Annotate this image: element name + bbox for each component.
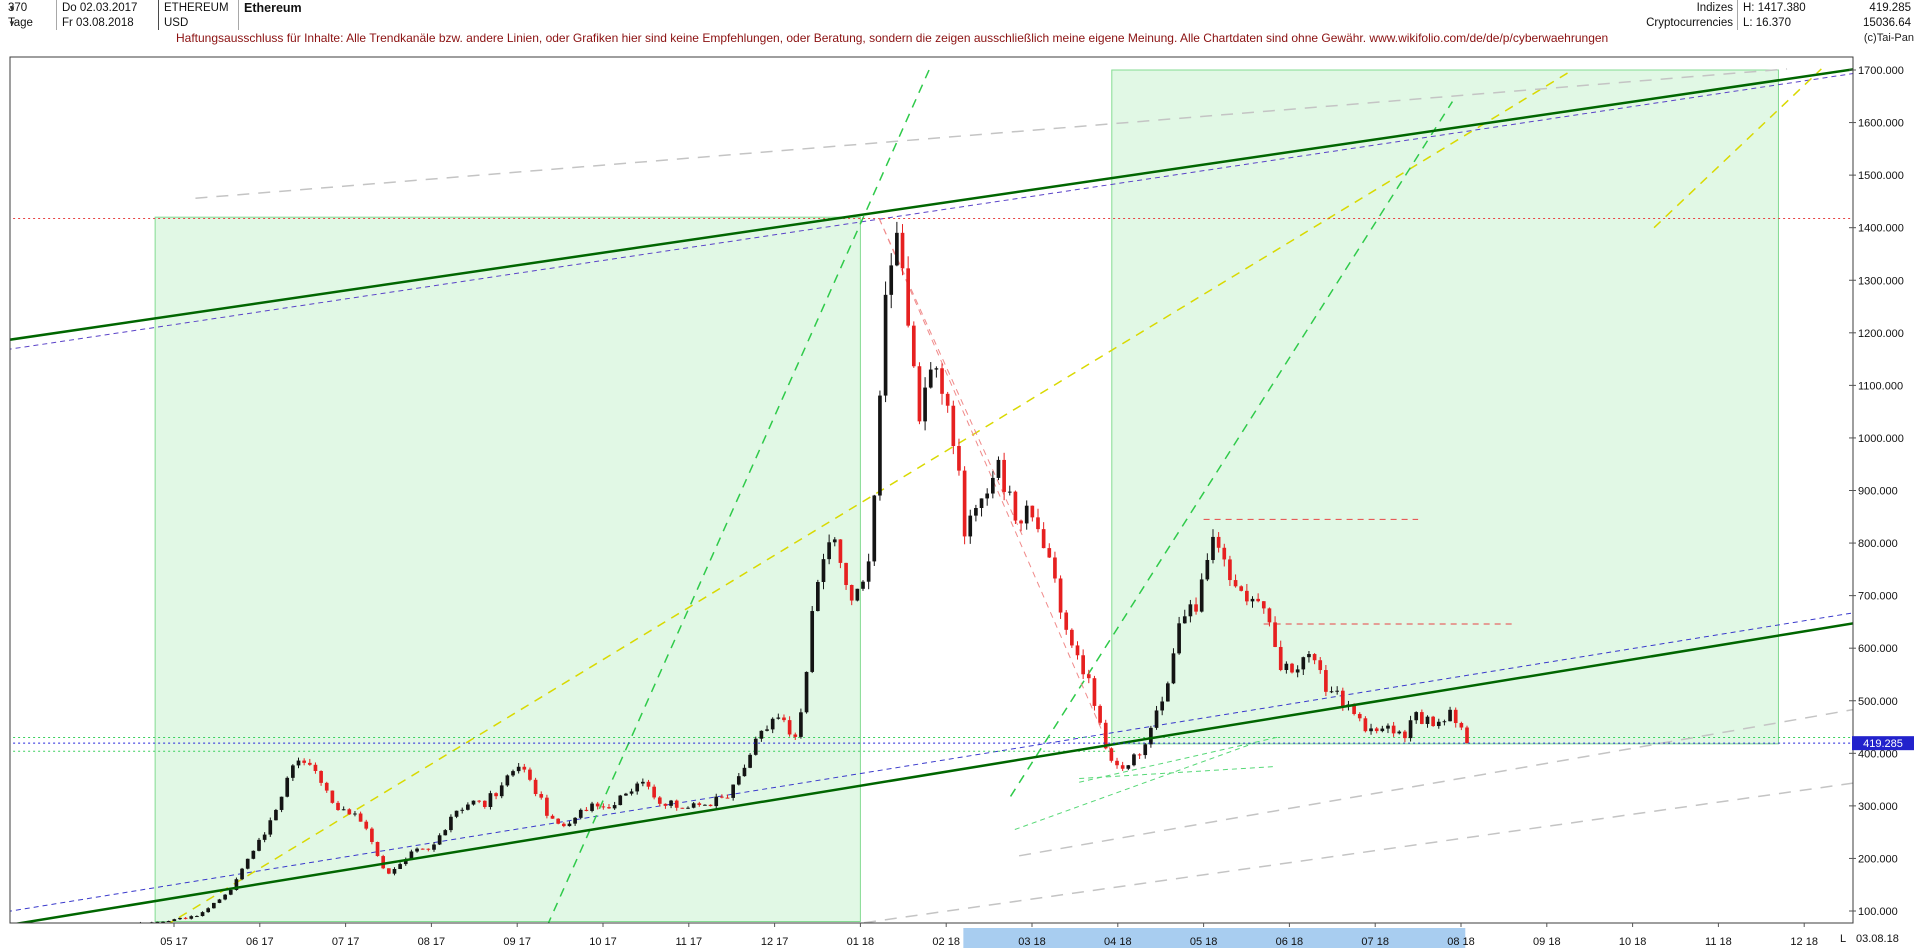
x-axis-label: 07 18 bbox=[1361, 936, 1389, 948]
green-fan-line-2 bbox=[1079, 736, 1281, 783]
y-axis-label: 1400.000 bbox=[1858, 223, 1904, 235]
trend-channel-upper bbox=[10, 68, 1853, 341]
header-separator bbox=[238, 0, 239, 30]
y-axis-label: 300.000 bbox=[1858, 801, 1898, 813]
x-axis-label: 06 17 bbox=[246, 936, 274, 948]
y-axis-label: 200.000 bbox=[1858, 853, 1898, 865]
x-axis-label: 06 18 bbox=[1276, 936, 1304, 948]
y-axis-label: 400.000 bbox=[1858, 748, 1898, 760]
period-high-label: H: 1417.380 bbox=[1743, 2, 1806, 14]
y-axis-label: 900.000 bbox=[1858, 486, 1898, 498]
last-value-top: 419.285 bbox=[1869, 2, 1911, 14]
x-axis-label: 05 18 bbox=[1190, 936, 1218, 948]
x-axis-label: 03 18 bbox=[1018, 936, 1046, 948]
gray-trendline-lower-1 bbox=[857, 782, 1853, 923]
y-axis-labels: 1700.000 1600.000 1500.000 1400.000 1300.000… bbox=[1849, 65, 1904, 918]
period-value: 370 bbox=[8, 2, 28, 14]
currency-label: USD bbox=[164, 17, 189, 29]
timeframe-value: Tage bbox=[8, 17, 33, 29]
y-axis-label: 700.000 bbox=[1858, 591, 1898, 603]
period-low-label: L: 16.370 bbox=[1743, 17, 1791, 29]
y-axis-label: 1600.000 bbox=[1858, 118, 1904, 130]
y-axis-label: 500.000 bbox=[1858, 696, 1898, 708]
y-axis-label: 800.000 bbox=[1858, 538, 1898, 550]
green-trendline-steep-left bbox=[547, 69, 930, 923]
svg-text:419.285: 419.285 bbox=[1863, 738, 1903, 750]
yellow-trendline-main bbox=[168, 69, 1573, 923]
instrument-name: Ethereum bbox=[244, 1, 302, 15]
highlight-box-2018-channel bbox=[1111, 69, 1779, 745]
menu-cryptocurrencies[interactable]: Cryptocurrencies bbox=[1646, 17, 1733, 29]
current-price-marker: 419.285 bbox=[1852, 736, 1914, 751]
x-axis-label: 01 18 bbox=[847, 936, 875, 948]
last-date-label: 03.08.18 bbox=[1856, 933, 1899, 945]
x-axis-label: 12 18 bbox=[1790, 936, 1818, 948]
x-axis-label: 08 17 bbox=[418, 936, 446, 948]
x-axis-label: 10 17 bbox=[589, 936, 617, 948]
date-from-field[interactable]: Do 02.03.2017 bbox=[62, 2, 138, 14]
last-marker-label: L bbox=[1840, 933, 1847, 945]
x-axis-label: 02 18 bbox=[932, 936, 960, 948]
y-axis-label: 100.000 bbox=[1858, 906, 1898, 918]
gray-trendline-lower-2 bbox=[1019, 708, 1853, 857]
y-axis-label: 1200.000 bbox=[1858, 328, 1904, 340]
candlestick-series bbox=[138, 221, 1469, 923]
y-axis-label: 1100.000 bbox=[1858, 380, 1903, 392]
header: 370 ▼ Tage ▼ Do 02.03.2017 Fr 03.08.2018… bbox=[0, 0, 1916, 46]
channel-upper-parallel bbox=[10, 73, 1853, 350]
x-axis-label: 09 17 bbox=[503, 936, 531, 948]
x-axis-label: 11 18 bbox=[1705, 936, 1732, 948]
chevron-down-icon: ▼ bbox=[8, 19, 16, 28]
x-axis-label: 11 17 bbox=[675, 936, 702, 948]
disclaimer-link[interactable]: www.wikifolio.com/de/de/p/cyberwaehrunge… bbox=[1369, 31, 1609, 45]
y-axis-label: 600.000 bbox=[1858, 643, 1898, 655]
x-axis-label: 04 18 bbox=[1104, 936, 1132, 948]
symbol-field[interactable]: ETHEREUM bbox=[164, 2, 229, 14]
copyright-label: (c)Tai-Pan bbox=[1863, 32, 1914, 44]
menu-indizes[interactable]: Indizes bbox=[1696, 2, 1733, 14]
disclaimer-text: Haftungsausschluss für Inhalte: Alle Tre… bbox=[176, 31, 1367, 45]
green-fan-line-3 bbox=[1079, 765, 1277, 780]
y-axis-label: 1700.000 bbox=[1858, 65, 1904, 77]
y-axis-label: 1500.000 bbox=[1858, 170, 1904, 182]
date-to-field[interactable]: Fr 03.08.2018 bbox=[62, 17, 134, 29]
gray-trendline-upper bbox=[195, 68, 1788, 200]
x-axis-label: 09 18 bbox=[1533, 936, 1561, 948]
header-separator bbox=[158, 0, 159, 30]
header-separator bbox=[1737, 0, 1738, 30]
x-axis-label: 10 18 bbox=[1619, 936, 1647, 948]
last-value-bottom: 15036.64 bbox=[1863, 17, 1911, 29]
x-axis-labels: 05 17 06 17 07 17 08 17 09 17 10 17 11 17 12 17… bbox=[160, 923, 1818, 948]
y-axis-label: 1300.000 bbox=[1858, 275, 1904, 287]
date-range-highlight[interactable] bbox=[963, 928, 1466, 948]
yellow-trendline-upper-right bbox=[1653, 68, 1822, 229]
green-fan-line-1 bbox=[1014, 742, 1256, 830]
x-axis-label: 12 17 bbox=[761, 936, 789, 948]
channel-lower-parallel bbox=[10, 612, 1853, 912]
header-separator bbox=[56, 0, 57, 30]
x-axis-label: 07 17 bbox=[332, 936, 360, 948]
highlight-box-2017-rally bbox=[154, 216, 861, 923]
disclaimer: Haftungsausschluss für Inhalte: Alle Tre… bbox=[176, 31, 1852, 46]
y-axis-label: 1000.000 bbox=[1858, 433, 1904, 445]
trend-channel-lower bbox=[13, 622, 1853, 923]
red-decline-line-2 bbox=[878, 218, 1024, 539]
red-decline-line-1 bbox=[878, 218, 1113, 754]
plot-area[interactable] bbox=[0, 68, 1856, 935]
chevron-down-icon: ▼ bbox=[8, 4, 16, 13]
x-axis-label: 08 18 bbox=[1447, 936, 1475, 948]
x-axis-label: 05 17 bbox=[160, 936, 188, 948]
